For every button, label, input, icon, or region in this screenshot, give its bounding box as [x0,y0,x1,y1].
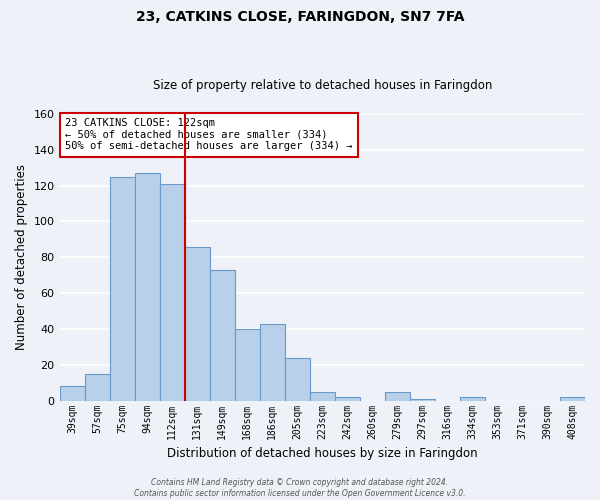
Bar [335,397,360,400]
Bar [385,392,410,400]
Bar [59,386,85,400]
Bar [134,173,160,400]
X-axis label: Distribution of detached houses by size in Faringdon: Distribution of detached houses by size … [167,447,478,460]
Bar [260,324,285,400]
Y-axis label: Number of detached properties: Number of detached properties [15,164,28,350]
Bar [235,329,260,400]
Bar [160,184,185,400]
Bar [185,246,209,400]
Text: 23, CATKINS CLOSE, FARINGDON, SN7 7FA: 23, CATKINS CLOSE, FARINGDON, SN7 7FA [136,10,464,24]
Bar [460,397,485,400]
Bar [560,397,585,400]
Text: 23 CATKINS CLOSE: 122sqm
← 50% of detached houses are smaller (334)
50% of semi-: 23 CATKINS CLOSE: 122sqm ← 50% of detach… [65,118,352,152]
Bar [410,399,435,400]
Text: Contains HM Land Registry data © Crown copyright and database right 2024.
Contai: Contains HM Land Registry data © Crown c… [134,478,466,498]
Bar [85,374,110,400]
Bar [110,176,134,400]
Title: Size of property relative to detached houses in Faringdon: Size of property relative to detached ho… [152,79,492,92]
Bar [285,358,310,401]
Bar [310,392,335,400]
Bar [209,270,235,400]
